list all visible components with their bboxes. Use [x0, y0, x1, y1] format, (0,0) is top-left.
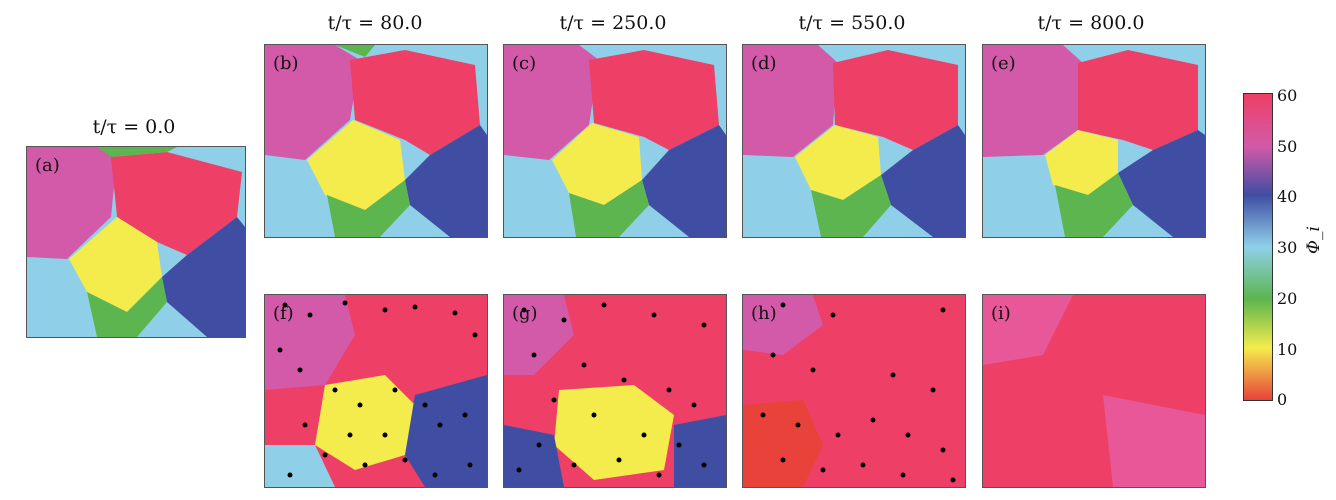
grain-map-g: [504, 295, 726, 487]
grain-map-b: [265, 45, 487, 237]
panel-f: (f): [264, 294, 488, 488]
panel-i: (i): [982, 294, 1206, 488]
grain-map-e: [983, 45, 1205, 237]
panel-label-a: (a): [35, 155, 60, 176]
grain-map-i: [983, 295, 1205, 487]
defect-dots-f: [277, 300, 478, 478]
grain-map-c: [504, 45, 726, 237]
colorbar: [1243, 93, 1273, 401]
colorbar-tick-50: 50: [1277, 137, 1298, 156]
defect-dots-g: [516, 302, 707, 478]
colorbar-tick-10: 10: [1277, 340, 1298, 359]
panel-b: (b): [264, 44, 488, 238]
title-e: t/τ = 800.0: [1037, 12, 1145, 34]
panel-label-b: (b): [273, 53, 299, 74]
panel-label-c: (c): [512, 53, 537, 74]
panel-label-i: (i): [991, 303, 1011, 324]
panel-label-g: (g): [512, 303, 538, 324]
grain-map-a: [27, 147, 245, 337]
panel-label-h: (h): [751, 303, 777, 324]
grain-map-f: [265, 295, 487, 487]
panel-label-f: (f): [273, 303, 294, 324]
colorbar-label: Φ_i: [1303, 226, 1324, 254]
panel-label-d: (d): [751, 53, 777, 74]
title-a: t/τ = 0.0: [92, 116, 176, 138]
panel-h: (h): [742, 294, 966, 488]
colorbar-tick-40: 40: [1277, 187, 1298, 206]
title-b: t/τ = 80.0: [327, 12, 423, 34]
panel-c: (c): [503, 44, 727, 238]
grain-map-h: [743, 295, 965, 487]
defect-dots-h: [760, 302, 956, 483]
title-d: t/τ = 550.0: [798, 12, 906, 34]
colorbar-tick-60: 60: [1277, 86, 1298, 105]
colorbar-tick-20: 20: [1277, 289, 1298, 308]
colorbar-tick-0: 0: [1277, 390, 1288, 409]
panel-d: (d): [742, 44, 966, 238]
colorbar-tick-30: 30: [1277, 238, 1298, 257]
grain-map-d: [743, 45, 965, 237]
panel-e: (e): [982, 44, 1206, 238]
title-c: t/τ = 250.0: [559, 12, 667, 34]
panel-label-e: (e): [991, 53, 1016, 74]
panel-g: (g): [503, 294, 727, 488]
panel-a: (a): [26, 146, 246, 338]
